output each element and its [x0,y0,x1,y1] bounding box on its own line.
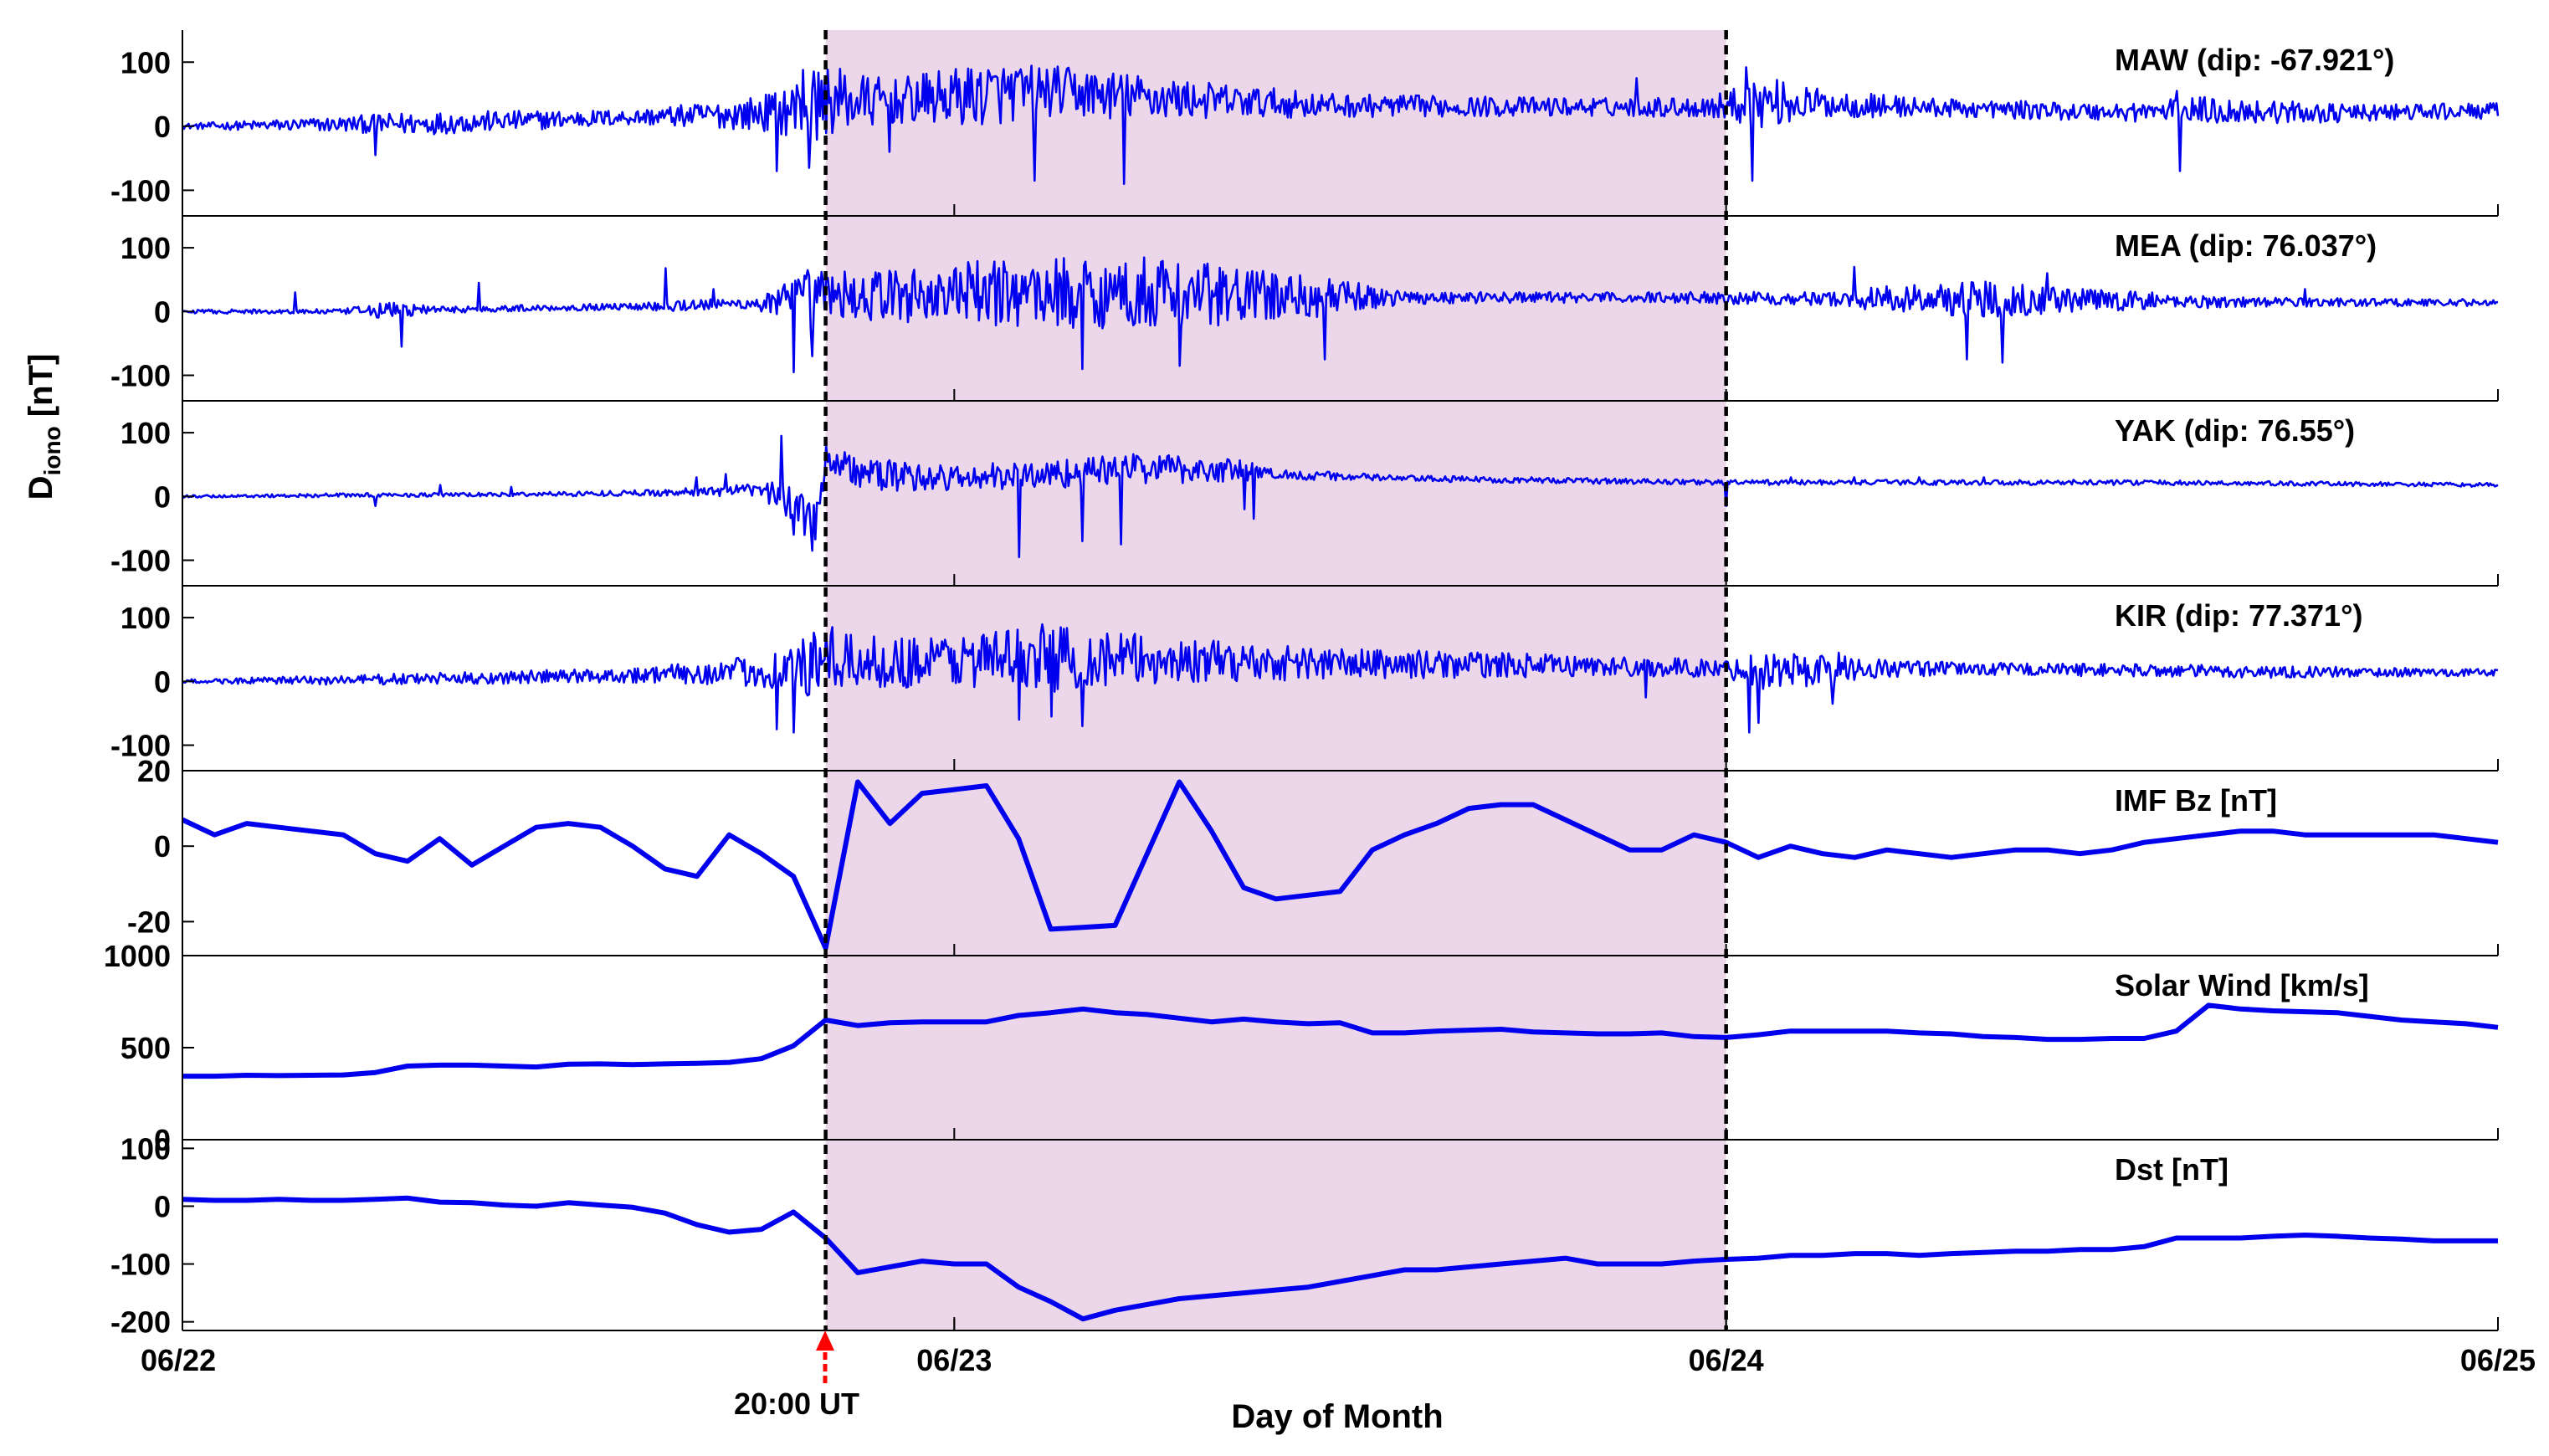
series-maw [182,64,2500,185]
panel-title-maw: MAW (dip: -67.921°) [2115,43,2394,77]
series-kir [182,623,2499,734]
panel-maw: 100 0 -100 MAW (dip: -67.921°) [110,30,2500,217]
series-sw [182,1002,2499,1079]
panel-title-kir: KIR (dip: 77.371°) [2115,598,2362,633]
y-tick-label-sw: 500 [121,1031,171,1065]
series-imf [181,779,2499,951]
event-label: 20:00 UT [734,1387,859,1421]
ylabel-unit-text: [nT] [23,354,59,418]
panel-kir: 100 0 -100 KIR (dip: 77.371°) [110,586,2499,772]
series-dst [182,1195,2498,1322]
y-tick-label-yak: 0 [154,479,171,514]
panel-title-sw: Solar Wind [km/s] [2115,968,2369,1002]
y-tick-label-imf: 20 [137,754,171,788]
panel-imf: 20 0 -20 IMF Bz [nT] [127,754,2499,956]
y-tick-label-dst: -200 [110,1305,171,1340]
x-tick-label: 06/22 [141,1343,216,1377]
panel-title-yak: YAK (dip: 76.55°) [2115,413,2355,448]
y-tick-label-sw: 0 [154,1123,171,1157]
series-mea [182,256,2499,373]
panel-mea: 100 0 -100 MEA (dip: 76.037°) [110,216,2499,402]
y-tick-label-yak: 100 [121,416,171,450]
panel-yak: 100 0 -100 YAK (dip: 76.55°) [110,401,2499,587]
panel-title-imf: IMF Bz [nT] [2115,783,2277,818]
y-axis-label: Diono [nT] [23,354,65,500]
y-tick-label-maw: 0 [154,110,171,144]
y-tick-label-imf: -20 [127,905,171,939]
y-tick-label-sw: 1000 [104,939,171,973]
y-tick-label-dst: -100 [110,1248,171,1282]
x-tick-label: 06/24 [1689,1343,1764,1377]
panel-title-mea: MEA (dip: 76.037°) [2115,228,2377,263]
series-yak [181,434,2499,558]
y-tick-label-mea: 0 [154,295,171,329]
x-tick-label: 06/25 [2460,1343,2536,1377]
event-marker: 20:00 UT [734,1330,859,1421]
y-tick-label-maw: -100 [110,173,171,208]
y-tick-label-kir: -100 [110,729,171,763]
panel-sw: 1000 500 0 Solar Wind [km/s] [104,939,2499,1157]
panel-dst: 100 0 -100 -200 Dst [nT] [110,1131,2499,1340]
x-axis: 06/22 06/23 06/24 06/25 [141,1317,2536,1377]
x-axis-label: Day of Month [1231,1398,1443,1435]
y-tick-label-kir: 100 [121,601,171,635]
y-tick-label-dst: 100 [121,1131,171,1166]
y-tick-label-mea: -100 [110,359,171,393]
panel-title-dst: Dst [nT] [2115,1152,2228,1187]
y-tick-label-yak: -100 [110,544,171,578]
ylabel-sub: iono [39,426,65,475]
x-tick-label: 06/23 [916,1343,992,1377]
ylabel-unit [23,417,59,426]
y-tick-label-imf: 0 [154,829,171,864]
y-tick-label-mea: 100 [121,231,171,265]
svg-text:Diono [nT]: Diono [nT] [23,354,65,500]
y-tick-label-kir: 0 [154,664,171,699]
ylabel-main: D [23,475,59,500]
dashed-lines [823,30,1728,1330]
event-arrow-head [816,1330,834,1351]
y-tick-label-maw: 100 [121,45,171,79]
y-tick-label-dst: 0 [154,1189,171,1223]
